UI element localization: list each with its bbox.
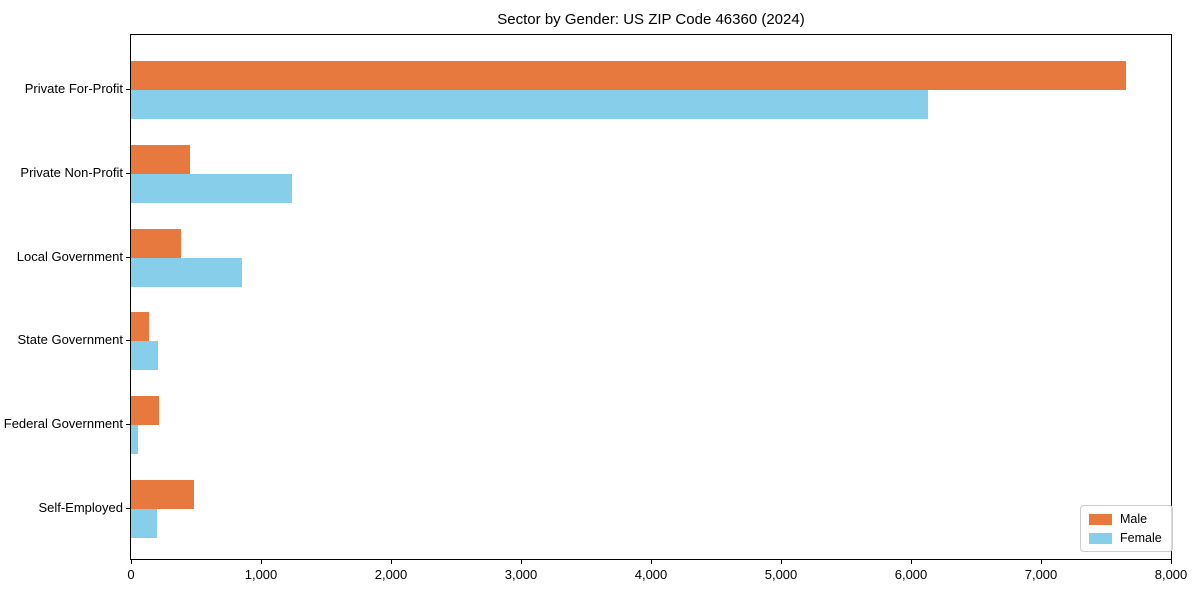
legend-swatch-male xyxy=(1089,513,1112,525)
y-tick-label: Federal Government xyxy=(3,416,123,432)
bar-male-1 xyxy=(131,144,190,174)
y-tick-label: Self-Employed xyxy=(38,500,123,515)
bar-male-0 xyxy=(131,61,1126,90)
x-tick-label: 8,000 xyxy=(1154,567,1188,582)
x-tick-label: 1,000 xyxy=(244,567,278,582)
x-tick-label: 4,000 xyxy=(634,567,668,582)
bar-male-5 xyxy=(131,480,195,509)
bar-female-1 xyxy=(131,173,293,203)
bar-male-4 xyxy=(131,396,159,426)
bar-female-3 xyxy=(131,341,158,371)
bar-female-0 xyxy=(131,90,928,119)
y-tick-label: Private For-Profit xyxy=(24,81,123,96)
plot-area xyxy=(130,34,1172,560)
x-tick-label: 3,000 xyxy=(504,567,538,582)
x-tick-label: 2,000 xyxy=(374,567,408,582)
legend-entry-female: Female xyxy=(1089,531,1162,545)
x-tick xyxy=(391,560,392,564)
x-tick-label: 7,000 xyxy=(1024,567,1058,582)
chart-title: Sector by Gender: US ZIP Code 46360 (202… xyxy=(497,11,805,28)
legend-swatch-female xyxy=(1089,532,1112,544)
y-tick xyxy=(126,172,130,174)
x-tick xyxy=(1171,560,1172,564)
bar-male-2 xyxy=(131,228,182,258)
y-tick xyxy=(126,340,130,342)
x-tick-label: 0 xyxy=(127,567,135,582)
x-tick xyxy=(781,560,782,564)
bar-female-2 xyxy=(131,257,242,287)
bar-female-5 xyxy=(131,509,157,538)
bar-female-4 xyxy=(131,425,138,455)
x-tick xyxy=(261,560,262,564)
x-tick-label: 5,000 xyxy=(764,567,798,582)
y-tick-label: Private Non-Profit xyxy=(20,164,123,180)
bar-male-3 xyxy=(131,312,150,342)
legend-label-female: Female xyxy=(1120,531,1162,545)
x-tick xyxy=(131,560,132,564)
x-tick-label: 6,000 xyxy=(894,567,928,582)
y-tick xyxy=(126,89,130,90)
y-tick-label: State Government xyxy=(17,332,124,348)
y-tick-label: Local Government xyxy=(16,248,123,264)
y-tick xyxy=(126,508,130,509)
x-tick xyxy=(911,560,912,564)
y-tick xyxy=(126,424,130,426)
x-tick xyxy=(651,560,652,564)
legend-entry-male: Male xyxy=(1089,512,1162,526)
x-tick xyxy=(521,560,522,564)
legend-label-male: Male xyxy=(1120,512,1148,526)
y-tick xyxy=(126,256,130,258)
x-tick xyxy=(1041,560,1042,564)
legend: Male Female xyxy=(1080,505,1173,552)
